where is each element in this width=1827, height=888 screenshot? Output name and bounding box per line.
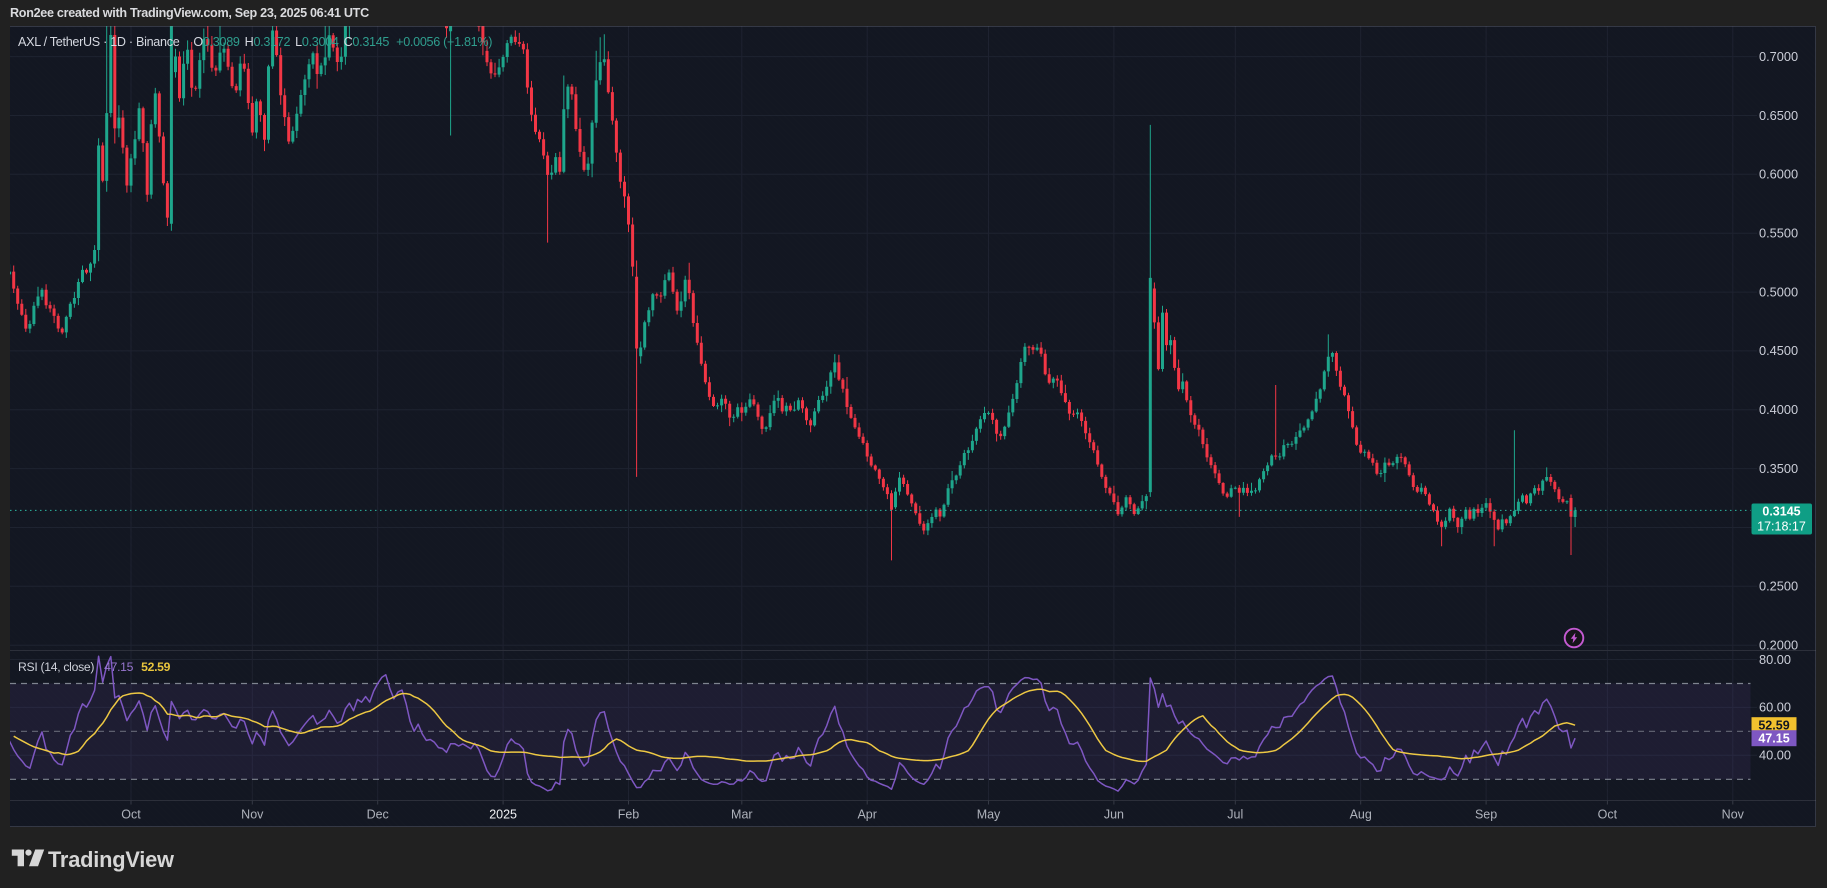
svg-text:Feb: Feb xyxy=(618,808,640,822)
svg-text:52.59: 52.59 xyxy=(1758,719,1789,733)
svg-text:Oct: Oct xyxy=(1598,808,1618,822)
svg-text:0.3500: 0.3500 xyxy=(1759,461,1798,476)
svg-text:Jun: Jun xyxy=(1104,808,1124,822)
svg-text:0.7000: 0.7000 xyxy=(1759,49,1798,64)
svg-text:0.4000: 0.4000 xyxy=(1759,402,1798,417)
svg-text:Nov: Nov xyxy=(1722,808,1745,822)
svg-text:Apr: Apr xyxy=(857,808,876,822)
svg-text:0.2000: 0.2000 xyxy=(1759,638,1798,653)
svg-text:Jul: Jul xyxy=(1227,808,1243,822)
svg-text:Sep: Sep xyxy=(1475,808,1497,822)
svg-text:17:18:17: 17:18:17 xyxy=(1757,519,1806,533)
svg-text:0.5000: 0.5000 xyxy=(1759,284,1798,299)
svg-text:0.6000: 0.6000 xyxy=(1759,167,1798,182)
svg-text:Mar: Mar xyxy=(731,808,753,822)
svg-text:0.6500: 0.6500 xyxy=(1759,108,1798,123)
svg-text:Aug: Aug xyxy=(1350,808,1372,822)
svg-text:Nov: Nov xyxy=(241,808,264,822)
svg-text:80.00: 80.00 xyxy=(1759,652,1791,667)
svg-text:0.2500: 0.2500 xyxy=(1759,579,1798,594)
svg-text:0.4500: 0.4500 xyxy=(1759,343,1798,358)
svg-text:Oct: Oct xyxy=(121,808,141,822)
svg-text:0.3145: 0.3145 xyxy=(1762,504,1800,518)
svg-text:60.00: 60.00 xyxy=(1759,700,1791,715)
svg-text:40.00: 40.00 xyxy=(1759,748,1791,763)
svg-text:0.5500: 0.5500 xyxy=(1759,226,1798,241)
svg-text:2025: 2025 xyxy=(489,808,517,822)
svg-text:May: May xyxy=(977,808,1001,822)
svg-text:47.15: 47.15 xyxy=(1758,732,1789,746)
svg-text:Dec: Dec xyxy=(367,808,389,822)
